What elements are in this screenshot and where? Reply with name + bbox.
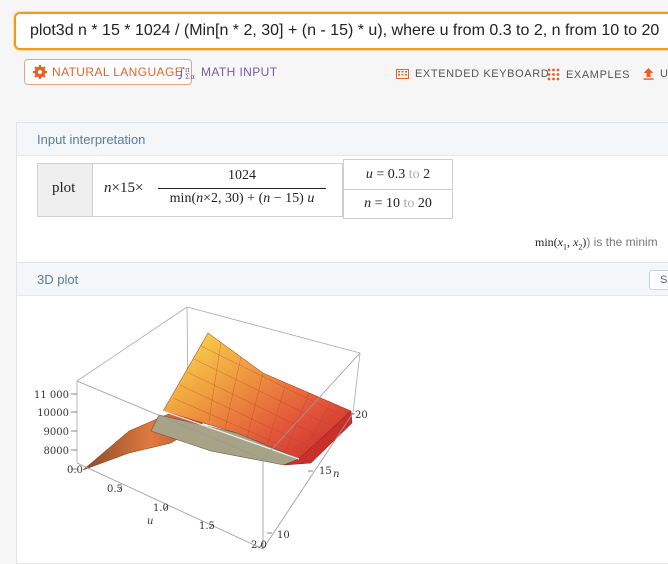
range-u-var: u [365,167,373,182]
axis-ticks [71,393,355,548]
upload-label: U [660,68,668,80]
extended-keyboard-label: EXTENDED KEYBOARD [415,68,550,80]
pod-title: Input interpretation [37,132,146,147]
grid-dots-icon [547,68,560,81]
range-n-from: 10 [386,196,400,211]
range-u-to: 2 [423,167,431,182]
surface-mesh [172,341,342,458]
range-n-to: 20 [417,196,432,211]
math-input-icon: ∫ π Σα [178,66,195,80]
footnote-prefix: min( [535,235,558,249]
z-tick-label: 9000 [44,427,69,438]
upload-button[interactable]: U [643,68,668,80]
show-steps-button[interactable]: Sh [649,270,668,290]
examples-label: EXAMPLES [566,68,631,81]
surface-right-edge [283,410,353,466]
z-tick-label: 10000 [37,408,69,419]
footnote-suffix: ) is the minim [586,235,658,249]
range-u: u = 0.3 to 2 [344,160,452,190]
query-input[interactable]: plot3d n * 15 * 1024 / (Min[n * 2, 30] +… [14,12,668,50]
input-interpretation-pod: Input interpretation plot n×15× 1024 min… [16,122,668,264]
math-input-button[interactable]: ∫ π Σα MATH INPUT [170,59,285,85]
expression-prefix: n×15× [104,180,144,196]
svg-text:π: π [185,66,190,74]
footnote: min(x1, x2)) is the minim [535,235,658,252]
natural-language-button[interactable]: NATURAL LANGUAGE [24,59,193,85]
examples-button[interactable]: EXAMPLES [547,68,630,81]
extended-keyboard-button[interactable]: EXTENDED KEYBOARD [396,68,549,80]
svg-text:Σα: Σα [185,73,195,80]
surface-plot: 11 000 10000 9000 8000 0.0 0.5 1.0 1.5 2… [34,306,368,551]
n-tick-label: 15 [319,466,332,477]
pod-header: Input interpretation [17,123,668,156]
plot-cell: plot [38,164,93,216]
denominator: min(n×2, 30) + (n − 15) u [169,191,315,206]
u-axis-label: u [147,516,153,527]
pod-header: 3D plot Sh [17,263,668,296]
box-front-edges [76,352,361,550]
svg-text:∫: ∫ [178,66,185,80]
plot-pod: 3D plot Sh [16,262,668,564]
u-tick-label: 2.0 [251,540,267,551]
upload-icon [643,68,654,80]
natural-language-label: NATURAL LANGUAGE [52,65,184,79]
u-tick-label: 0.5 [107,484,123,495]
range-u-from: 0.3 [387,167,406,182]
range-n-var: n [364,196,372,211]
n-tick-label: 20 [355,410,368,421]
range-n-to-word: to [403,196,415,211]
keyboard-icon [396,69,409,79]
fraction-bar [158,188,326,189]
range-table: u = 0.3 to 2 n = 10 to 20 [343,159,453,219]
surface-crease [162,410,300,460]
math-input-label: MATH INPUT [201,65,278,79]
fraction: 1024 min(n×2, 30) + (n − 15) u [158,168,326,207]
show-button-label: Sh [660,274,668,286]
u-tick-label: 1.5 [199,521,215,532]
box-back-edges [76,306,361,463]
u-tick-label: 0.0 [67,465,83,476]
n-tick-label: 10 [277,530,290,541]
z-tick-label: 8000 [44,446,69,457]
numerator: 1024 [228,168,256,183]
query-text: plot3d n * 15 * 1024 / (Min[n * 2, 30] +… [30,22,660,39]
z-tick-label: 11 000 [34,390,69,401]
pod-title: 3D plot [37,272,79,287]
plot-label: plot [52,180,76,196]
range-u-to-word: to [408,167,420,182]
gear-icon [33,65,47,79]
n-axis-label: n [333,469,339,480]
range-n: n = 10 to 20 [364,196,432,211]
interpretation-table: plot n×15× 1024 min(n×2, 30) + (n − 15) … [37,163,343,217]
u-tick-label: 1.0 [153,503,169,514]
